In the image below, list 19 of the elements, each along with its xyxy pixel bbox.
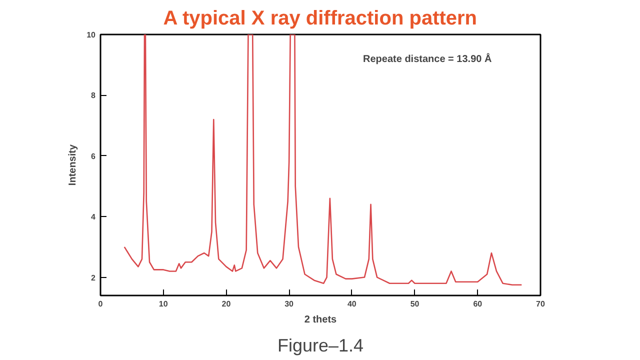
y-tick-label: 4 [91, 212, 96, 222]
text: Figure–1.4 [277, 336, 364, 356]
x-axis-title: 2 thets [304, 314, 338, 326]
x-tick-label: 30 [284, 300, 294, 308]
x-tick-label: 0 [98, 300, 104, 308]
y-tick-label: 10 [86, 30, 96, 40]
y-tick-label: 8 [91, 91, 96, 100]
x-tick-label: 50 [410, 300, 420, 308]
x-tick-label: 10 [158, 300, 168, 308]
line-series [124, 34, 522, 286]
annotation: Repeate distance = 13.90 Å [363, 52, 492, 65]
y-axis-title: Intensity [68, 144, 79, 186]
chart-title: A typical X ray diffraction pattern [163, 8, 478, 30]
x-tick-label: 70 [536, 300, 546, 308]
x-tick-label: 40 [347, 300, 357, 308]
y-tick-label: 2 [91, 273, 96, 282]
x-tick-label: 60 [473, 300, 483, 308]
y-tick-label: 6 [91, 152, 96, 161]
x-tick-label: 20 [222, 300, 232, 308]
